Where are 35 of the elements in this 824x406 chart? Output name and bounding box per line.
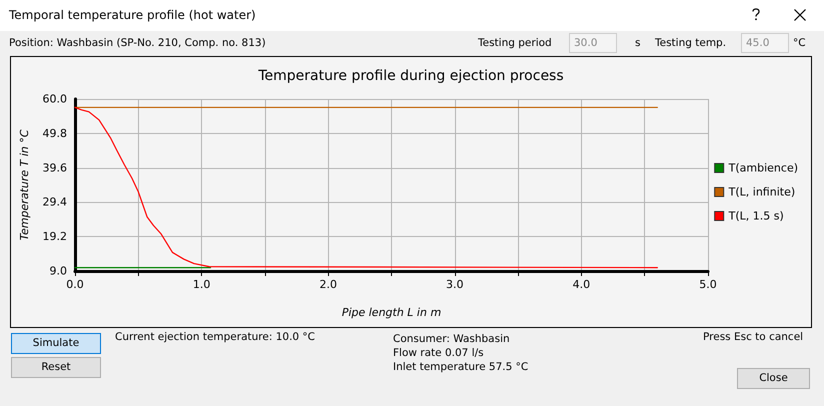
text: Position: Washbasin (SP-No. 210, Comp. no. 813) — [9, 37, 266, 49]
chart-title: Temperature profile during ejection process — [257, 68, 564, 84]
y-tick-label: 29.4 — [42, 196, 67, 209]
text: Inlet temperature 57.5 °C — [393, 361, 528, 373]
text: Flow rate 0.07 l/s — [393, 347, 484, 359]
x-axis-title: Pipe length L in m — [342, 306, 442, 319]
x-tick-label: 0.0 — [66, 278, 84, 291]
y-tick-label: 60.0 — [42, 92, 67, 106]
x-tick-label: 5.0 — [699, 278, 717, 291]
text: 45.0 — [741, 33, 789, 53]
legend-label: T(L, infinite) — [728, 186, 796, 198]
y-axis-title: Temperature T in °C — [18, 129, 31, 240]
y-tick-label: 19.2 — [42, 230, 67, 244]
x-tick-label: 1.0 — [192, 278, 210, 291]
text: Simulate — [11, 333, 101, 354]
text: 30.0 — [569, 33, 617, 53]
text: °C — [793, 37, 806, 49]
text: Testing temp. — [655, 37, 726, 49]
legend-label: T(ambience) — [728, 162, 798, 174]
legend-label: T(L, 1.5 s) — [728, 210, 784, 222]
y-tick-label: 9.0 — [50, 264, 67, 278]
text: Press Esc to cancel — [703, 331, 804, 343]
text: s — [635, 37, 640, 49]
text: Temporal temperature profile (hot water) — [9, 8, 256, 22]
y-tick-label: 49.8 — [42, 126, 67, 140]
y-tick-label: 39.6 — [42, 161, 67, 174]
text: Close — [737, 368, 810, 389]
text: Reset — [11, 357, 101, 378]
x-tick-label: 3.0 — [446, 278, 464, 291]
x-tick-label: 2.0 — [319, 278, 337, 291]
x-tick-label: 4.0 — [572, 278, 590, 291]
text: Consumer: Washbasin — [393, 333, 510, 345]
text: Current ejection temperature: 10.0 °C — [115, 331, 316, 343]
text: Testing period — [478, 37, 552, 49]
line-series — [74, 106, 658, 268]
